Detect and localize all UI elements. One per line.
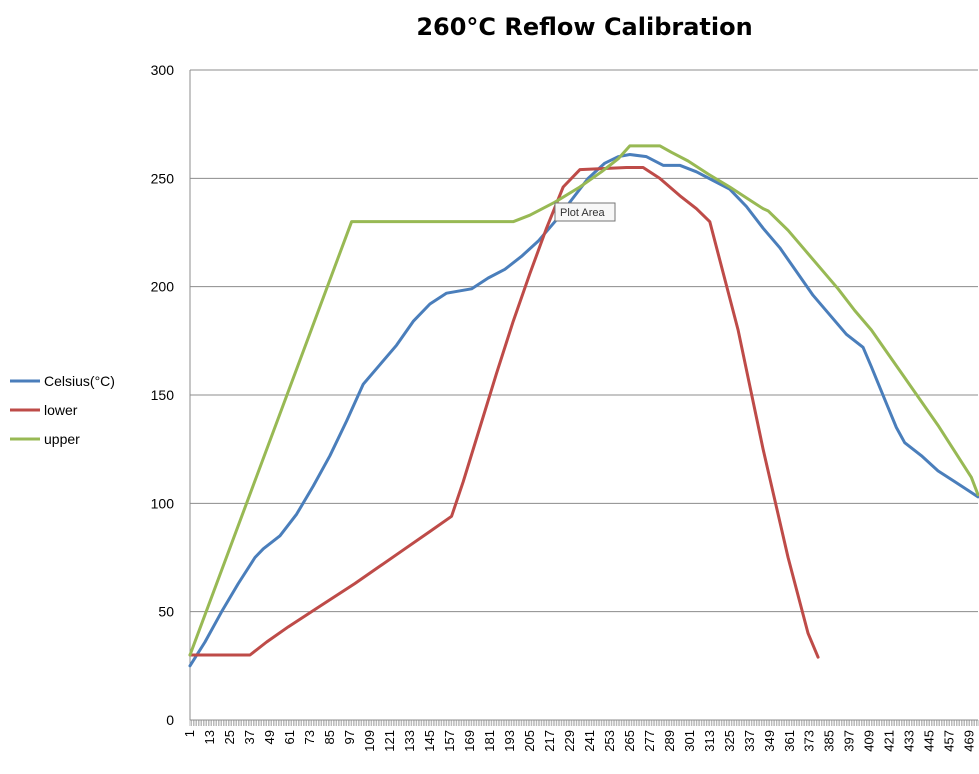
legend-label: lower — [44, 402, 78, 418]
y-tick-label: 250 — [151, 170, 175, 186]
x-tick-label: 13 — [202, 730, 217, 744]
legend-entry[interactable]: upper — [10, 431, 80, 447]
legend-label: upper — [44, 431, 80, 447]
x-tick-label: 25 — [222, 730, 237, 744]
x-tick-label: 433 — [902, 730, 917, 752]
legend-entry[interactable]: Celsius(°C) — [10, 373, 115, 389]
x-tick-label: 145 — [422, 730, 437, 752]
x-tick-label: 349 — [762, 730, 777, 752]
x-tick-label: 325 — [722, 730, 737, 752]
y-tick-label: 100 — [151, 495, 175, 511]
x-tick-label: 253 — [602, 730, 617, 752]
chart-title: 260°C Reflow Calibration — [416, 13, 753, 41]
y-tick-label: 50 — [158, 604, 174, 620]
x-tick-label: 337 — [742, 730, 757, 752]
x-tick-label: 469 — [962, 730, 977, 752]
x-tick-label: 457 — [942, 730, 957, 752]
x-tick-label: 265 — [622, 730, 637, 752]
tooltip: Plot Area — [554, 202, 616, 222]
x-tick-label: 73 — [302, 730, 317, 744]
x-tick-label: 217 — [542, 730, 557, 752]
x-tick-label: 301 — [682, 730, 697, 752]
tooltip-box — [554, 202, 616, 222]
x-axis-tick-labels: 1 13 25 37 49 61 73 85 97 109 121 133 145 157 169 181 19… — [182, 730, 977, 752]
x-axis-minor-ticks — [189, 720, 979, 726]
legend-label: Celsius(°C) — [44, 373, 115, 389]
x-tick-label: 241 — [582, 730, 597, 752]
x-tick-label: 37 — [242, 730, 257, 744]
axes — [189, 70, 979, 726]
x-tick-label: 49 — [262, 730, 277, 744]
x-tick-label: 169 — [462, 730, 477, 752]
x-tick-label: 85 — [322, 730, 337, 744]
x-tick-label: 109 — [362, 730, 377, 752]
x-tick-label: 61 — [282, 730, 297, 744]
x-tick-label: 373 — [802, 730, 817, 752]
x-tick-label: 397 — [842, 730, 857, 752]
y-axis-tick-labels: 0 50 100 150 200 250 300 — [151, 62, 175, 728]
series-line-celsius-c[interactable] — [188, 153, 979, 668]
legend-entry[interactable]: lower — [10, 402, 78, 418]
series-line-lower[interactable] — [188, 166, 820, 659]
x-tick-label: 133 — [402, 730, 417, 752]
x-tick-label: 121 — [382, 730, 397, 752]
x-tick-label: 181 — [482, 730, 497, 752]
y-tick-label: 300 — [151, 62, 175, 78]
plot-area[interactable] — [188, 144, 979, 668]
x-tick-label: 409 — [862, 730, 877, 752]
x-tick-label: 1 — [182, 730, 197, 737]
x-tick-label: 289 — [662, 730, 677, 752]
y-tick-label: 150 — [151, 387, 175, 403]
x-tick-label: 277 — [642, 730, 657, 752]
x-tick-label: 313 — [702, 730, 717, 752]
legend[interactable]: Celsius(°C) lower upper — [10, 373, 115, 447]
x-tick-label: 445 — [922, 730, 937, 752]
tooltip-label: Plot Area — [560, 207, 606, 219]
x-tick-label: 361 — [782, 730, 797, 752]
x-tick-label: 421 — [882, 730, 897, 752]
gridlines — [190, 69, 978, 613]
x-tick-label: 205 — [522, 730, 537, 752]
x-tick-label: 385 — [822, 730, 837, 752]
x-tick-label: 97 — [342, 730, 357, 744]
plot-area-tooltip: Plot Area — [554, 202, 616, 222]
y-tick-label: 0 — [166, 712, 174, 728]
x-tick-label: 157 — [442, 730, 457, 752]
series-line-upper[interactable] — [188, 144, 979, 657]
x-tick-label: 229 — [562, 730, 577, 752]
y-tick-label: 200 — [151, 279, 175, 295]
x-tick-label: 193 — [502, 730, 517, 752]
